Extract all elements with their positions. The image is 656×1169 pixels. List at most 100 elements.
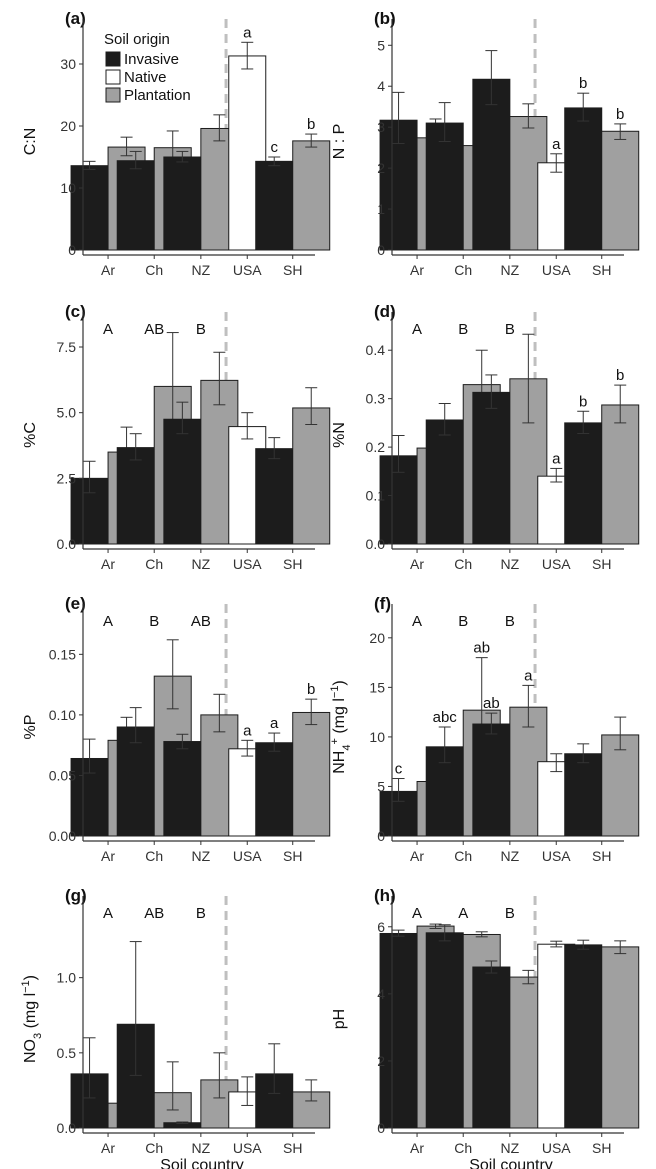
y-axis-title: NH4+ (mg l−1) (329, 680, 353, 774)
error-bar-nz-plantation (522, 103, 535, 129)
error-bar-nz-plantation (522, 969, 535, 985)
y-tick-label: 4 (377, 78, 385, 94)
error-bar-ar-invasive (392, 434, 405, 473)
panel-label: (c) (65, 302, 86, 321)
legend-swatch-invasive (105, 51, 121, 67)
x-tick-label: SH (592, 262, 611, 278)
error-bar-sh-invasive (577, 410, 590, 435)
panel-h: (h) A A B 0 2 4 6 Ar Ch NZ USA SH pH Soil country (331, 886, 640, 1169)
y-tick-label: 1 (377, 201, 385, 217)
legend-title: Soil origin (104, 31, 170, 48)
significance-letter: abc (433, 709, 458, 726)
group-letter-ar: A (103, 905, 113, 922)
significance-letter: b (616, 106, 624, 123)
legend-label-native: Native (124, 69, 167, 86)
error-bar-sh-plantation (614, 384, 627, 424)
bar-ar-invasive (70, 165, 109, 251)
y-tick-label: 15 (369, 679, 385, 695)
error-bar-sh-invasive (268, 732, 281, 752)
bar-ch-invasive (116, 160, 155, 251)
x-tick-label: SH (283, 262, 302, 278)
y-axis-title: %P (22, 715, 39, 740)
error-bar-nz-plantation (522, 333, 535, 424)
error-bar-nz-invasive (485, 50, 498, 106)
y-tick-label: 5 (377, 778, 385, 794)
significance-letter: c (270, 139, 278, 156)
x-tick-label: Ar (101, 556, 115, 572)
panel-a: (a) a c b 0 10 20 30 Ar Ch NZ USA SH C:N (22, 9, 331, 278)
group-letter-ar: A (412, 905, 422, 922)
error-bar-ar-invasive (83, 460, 96, 494)
panel-label: (e) (65, 594, 86, 613)
bar-sh-invasive (564, 107, 603, 251)
significance-letter: c (395, 761, 403, 778)
error-bar-nz-invasive (485, 374, 498, 409)
x-tick-label: NZ (192, 262, 211, 278)
significance-letter: a (524, 667, 533, 684)
error-bar-usa-native (241, 41, 254, 70)
x-tick-label: SH (592, 1140, 611, 1156)
significance-letter: ab (483, 695, 500, 712)
error-bar-sh-plantation (305, 387, 318, 425)
error-bar-sh-invasive (577, 92, 590, 122)
y-tick-label: 0.0 (57, 536, 77, 552)
x-tick-label: SH (592, 556, 611, 572)
y-axis-title: N : P (331, 124, 348, 160)
bar-sh-plantation (601, 946, 640, 1129)
y-tick-label: 20 (60, 118, 76, 134)
significance-letter: a (552, 136, 561, 153)
x-tick-label: NZ (501, 262, 520, 278)
x-tick-label: USA (542, 848, 571, 864)
y-axis-title: %C (22, 422, 39, 448)
error-bar-ch-plantation (475, 931, 488, 938)
error-bar-sh-invasive (268, 156, 281, 167)
y-axis-title: NO3 (mg l−1) (20, 975, 44, 1063)
bar-nz-invasive (472, 723, 511, 837)
bar-sh-plantation (292, 140, 331, 251)
y-tick-label: 10 (60, 180, 76, 196)
error-bar-sh-invasive (268, 437, 281, 460)
error-bar-sh-plantation (614, 716, 627, 751)
error-bar-ar-plantation (429, 923, 442, 929)
bar-nz-invasive (163, 741, 202, 837)
error-bar-ar-invasive (392, 778, 405, 802)
significance-letter: b (579, 393, 587, 410)
error-bar-ar-invasive (83, 160, 96, 170)
panel-f: (f)cbcabcababaABB05101520ArChNZUSASHNH4+… (329, 594, 640, 864)
error-bar-ar-invasive (392, 91, 405, 145)
group-letter-ar: A (103, 321, 113, 338)
significance-letter: b (579, 75, 587, 92)
bar-ar-invasive (379, 932, 418, 1129)
x-tick-label: SH (283, 848, 302, 864)
group-letter-ch: B (458, 613, 468, 630)
significance-letter: a (552, 450, 561, 467)
y-tick-label: 5 (377, 37, 385, 53)
error-bar-ch-plantation (166, 639, 179, 710)
significance-letter: a (243, 722, 252, 739)
bar-sh-invasive (564, 753, 603, 837)
error-bar-ar-invasive (392, 929, 405, 937)
x-tick-label: USA (233, 556, 262, 572)
legend-swatch-plantation (105, 87, 121, 103)
y-axis-title: %N (331, 422, 348, 448)
panel-label: (g) (65, 886, 87, 905)
x-tick-label: Ch (145, 262, 163, 278)
y-tick-label: 0.00 (49, 828, 76, 844)
y-tick-label: 0 (377, 242, 385, 258)
error-bar-nz-plantation (522, 684, 535, 728)
x-tick-label: SH (283, 1140, 302, 1156)
y-tick-label: 0.2 (366, 439, 386, 455)
x-tick-label: NZ (192, 556, 211, 572)
significance-letter: ab (473, 640, 490, 657)
significance-letter: a (270, 715, 279, 732)
y-tick-label: 0 (377, 1120, 385, 1136)
panel-c: (c) A AB B 0.0 2.5 5.0 7.5 Ar Ch NZ USA SH %C (22, 302, 331, 572)
panel-label: (b) (374, 9, 396, 28)
x-tick-label: USA (542, 556, 571, 572)
x-tick-label: Ch (454, 262, 472, 278)
bar-sh-invasive (255, 742, 294, 837)
error-bar-ch-invasive (129, 707, 142, 744)
y-tick-label: 0.0 (57, 1120, 77, 1136)
y-axis-title: C:N (22, 128, 39, 156)
